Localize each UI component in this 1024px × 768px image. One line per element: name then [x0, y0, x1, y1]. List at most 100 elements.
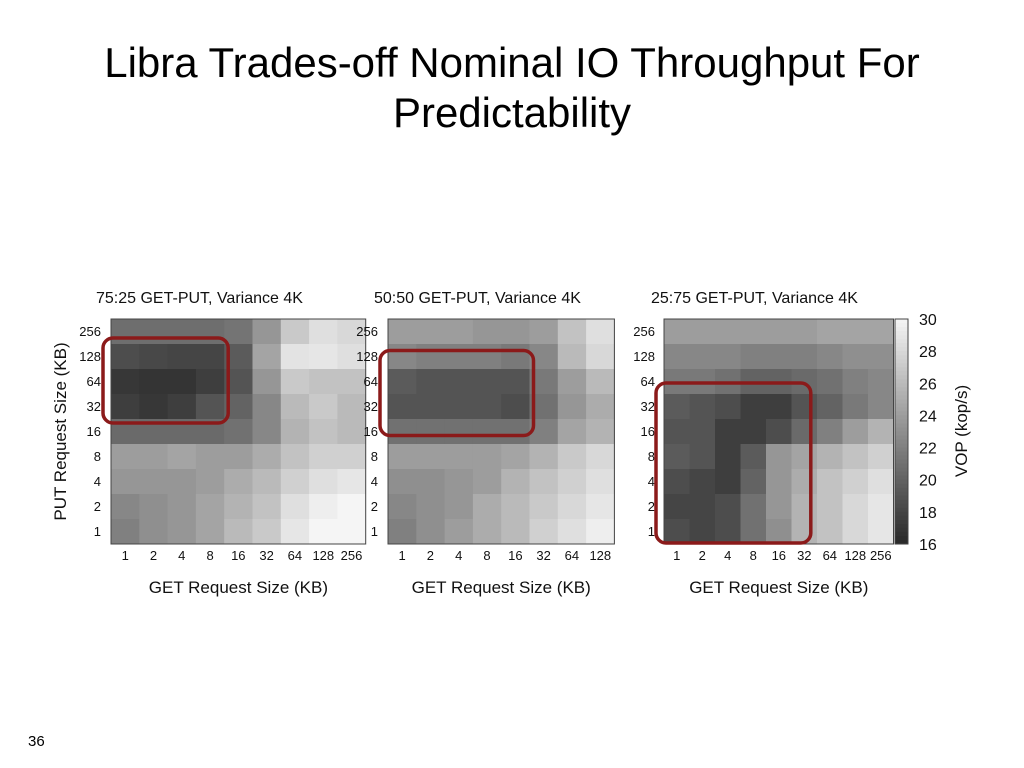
- heatmap-cell: [715, 319, 741, 345]
- heatmap-cell: [586, 519, 615, 545]
- heatmap-cell: [167, 494, 197, 520]
- heatmap-cell: [586, 494, 615, 520]
- y-tick-label: 256: [356, 324, 378, 339]
- chart-title-1: 75:25 GET-PUT, Variance 4K: [96, 290, 303, 307]
- heatmap-cell: [664, 469, 690, 495]
- heatmap-cell: [309, 419, 338, 445]
- heatmap-cell: [689, 319, 716, 345]
- heatmap-cell: [715, 419, 741, 445]
- heatmap-cell: [586, 344, 615, 370]
- heatmap-cell: [224, 519, 253, 545]
- x-tick-label: 128: [312, 548, 334, 563]
- x-tick-label: 1: [398, 548, 405, 563]
- y-tick-label: 64: [364, 374, 378, 389]
- y-tick-label: 4: [648, 474, 655, 489]
- heatmap-cell: [791, 394, 818, 420]
- heatmap-cell: [472, 344, 502, 370]
- heatmap-cell: [472, 369, 502, 395]
- heatmap-cell: [689, 344, 716, 370]
- colorbar-step: [895, 459, 908, 465]
- heatmap-cell: [416, 319, 445, 345]
- y-tick-label: 32: [364, 399, 378, 414]
- y-tick-label: 2: [648, 499, 655, 514]
- colorbar-step: [895, 447, 908, 453]
- colorbar-step: [895, 383, 908, 388]
- heatmap-cell: [472, 419, 502, 445]
- x-tick-label: 2: [699, 548, 706, 563]
- heatmap-cell: [195, 344, 225, 370]
- colorbar-step: [895, 327, 908, 332]
- x-axis-label: GET Request Size (KB): [149, 578, 328, 597]
- x-tick-label: 8: [206, 548, 213, 563]
- heatmap-cell: [817, 394, 843, 420]
- heatmap-cell: [111, 394, 140, 420]
- x-tick-label: 64: [288, 548, 302, 563]
- heatmap-cell: [817, 369, 843, 395]
- heatmap-cell: [501, 519, 530, 545]
- page-number: 36: [28, 733, 45, 750]
- heatmap-cell: [766, 494, 792, 520]
- colorbar-step: [895, 407, 908, 412]
- y-tick-label: 256: [79, 324, 101, 339]
- colorbar-step: [895, 487, 908, 493]
- heatmap-cell: [689, 394, 716, 420]
- heatmap-cell: [224, 444, 253, 470]
- y-tick-label: 128: [633, 349, 655, 364]
- x-tick-label: 8: [483, 548, 490, 563]
- heatmap-cell: [740, 519, 767, 545]
- heatmap-cell: [444, 344, 474, 370]
- colorbar-step: [895, 423, 908, 429]
- x-tick-label: 128: [844, 548, 866, 563]
- x-tick-label: 8: [750, 548, 757, 563]
- x-tick-label: 4: [178, 548, 185, 563]
- colorbar-step: [895, 371, 908, 376]
- y-axis-label: PUT Request Size (KB): [51, 342, 70, 520]
- x-tick-label: 4: [724, 548, 731, 563]
- y-tick-label: 128: [356, 349, 378, 364]
- x-tick-label: 1: [673, 548, 680, 563]
- heatmap-cell: [817, 319, 843, 345]
- y-tick-label: 4: [371, 474, 378, 489]
- heatmap-cell: [501, 344, 530, 370]
- colorbar-step: [895, 391, 908, 396]
- plot-frame: [110, 318, 367, 545]
- heatmap-cell: [501, 469, 530, 495]
- heatmap-cell: [195, 469, 225, 495]
- heatmap-cell: [842, 419, 869, 445]
- heatmap-cell: [586, 419, 615, 445]
- colorbar-step: [895, 483, 908, 489]
- heatmap-cell: [224, 419, 253, 445]
- colorbar-step: [895, 367, 908, 372]
- heatmap-cell: [444, 394, 474, 420]
- heatmap-cell: [817, 494, 843, 520]
- y-tick-label: 8: [371, 449, 378, 464]
- heatmap-cell: [586, 469, 615, 495]
- y-tick-label: 32: [87, 399, 101, 414]
- heatmap-cell: [791, 519, 818, 545]
- heatmap-cell: [715, 444, 741, 470]
- heatmap-cell: [280, 319, 310, 345]
- colorbar-step: [895, 375, 908, 380]
- heatmap-cell: [252, 369, 282, 395]
- heatmap-cell: [740, 444, 767, 470]
- colorbar-step: [895, 435, 908, 441]
- heatmap-cell: [868, 394, 894, 420]
- heatmap-cell: [501, 444, 530, 470]
- heatmap-cell: [557, 344, 587, 370]
- heatmap-cell: [817, 444, 843, 470]
- heatmap-cell: [309, 369, 338, 395]
- highlight-box-2: [378, 348, 536, 438]
- heatmap-cell: [689, 519, 716, 545]
- heatmap-cell: [195, 369, 225, 395]
- colorbar-step: [895, 323, 908, 328]
- heatmap-cell: [280, 419, 310, 445]
- colorbar-step: [895, 339, 908, 344]
- heatmap-cell: [791, 419, 818, 445]
- slide-title: Libra Trades-off Nominal IO Throughput F…: [0, 38, 1024, 138]
- heatmap-cell: [472, 519, 502, 545]
- heatmap-cell: [111, 494, 140, 520]
- x-tick-label: 2: [150, 548, 157, 563]
- heatmap-cell: [167, 394, 197, 420]
- x-tick-label: 32: [536, 548, 550, 563]
- heatmap-cell: [472, 394, 502, 420]
